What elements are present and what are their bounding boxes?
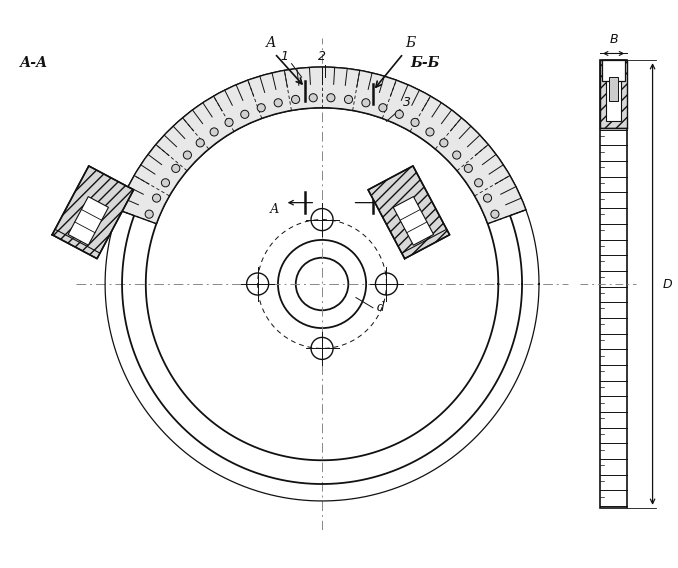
Bar [600,60,627,508]
Polygon shape [52,166,134,258]
Bar [609,77,618,101]
Circle shape [145,210,153,218]
Text: 3: 3 [403,96,411,109]
Circle shape [362,99,370,107]
Bar [602,60,626,81]
Circle shape [161,179,170,187]
Text: d: d [376,301,384,314]
Text: D: D [663,278,673,290]
Circle shape [210,128,218,136]
Circle shape [183,151,191,159]
Circle shape [309,94,317,102]
Wedge shape [118,67,526,224]
Text: 1: 1 [281,50,289,63]
Text: Б: Б [395,203,405,216]
Circle shape [196,139,204,147]
Circle shape [153,194,161,202]
Circle shape [395,110,403,118]
Polygon shape [393,197,434,245]
Text: Б: Б [405,36,416,50]
Circle shape [453,151,461,159]
Text: А-А: А-А [20,56,49,70]
Bar [606,60,621,122]
Text: Б-Б: Б-Б [410,56,440,70]
Text: А: А [266,36,277,50]
Circle shape [475,179,483,187]
Circle shape [379,104,387,112]
Circle shape [440,139,448,147]
Circle shape [257,104,265,112]
Circle shape [172,164,180,173]
Circle shape [225,118,233,127]
Circle shape [411,118,419,127]
Circle shape [464,164,473,173]
Text: 2: 2 [318,50,326,63]
Bar [600,60,627,128]
Circle shape [483,194,492,202]
Text: В: В [610,34,618,47]
Circle shape [327,94,335,102]
Text: А: А [270,203,279,216]
Circle shape [241,110,249,118]
Polygon shape [368,166,450,258]
Circle shape [274,99,282,107]
Polygon shape [68,197,108,245]
Circle shape [344,95,353,103]
Circle shape [491,210,499,218]
Circle shape [292,95,300,103]
Circle shape [426,128,434,136]
